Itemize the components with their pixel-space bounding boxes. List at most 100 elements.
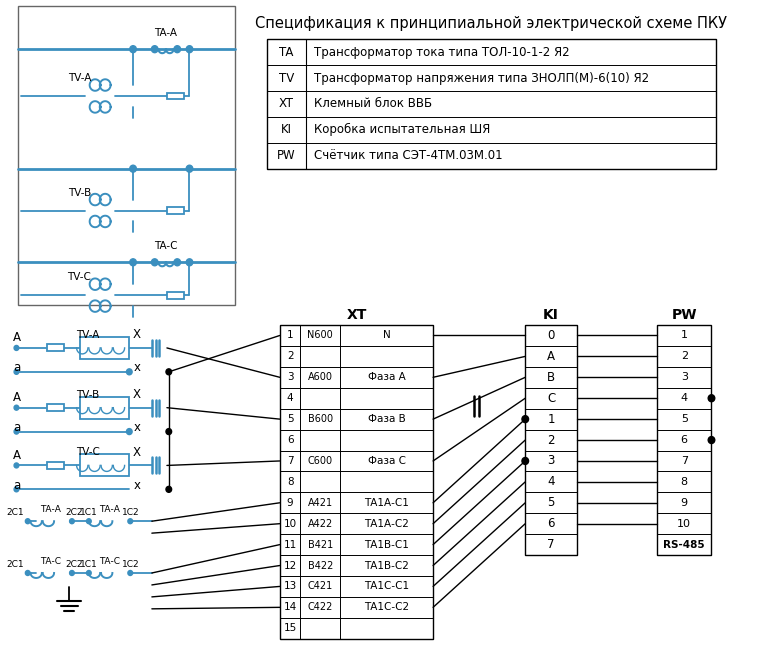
Text: TA-C: TA-C	[154, 241, 178, 252]
Bar	[48, 404, 65, 411]
Bar	[80, 396, 129, 418]
Text: A: A	[12, 331, 21, 345]
Text: a: a	[13, 479, 20, 492]
Text: 3: 3	[286, 373, 293, 382]
Text: 3: 3	[547, 454, 555, 467]
Text: KI: KI	[543, 308, 559, 322]
Text: Спецификация к принципиальной электрической схеме ПКУ: Спецификация к принципиальной электричес…	[256, 16, 728, 31]
Circle shape	[130, 46, 136, 52]
Circle shape	[86, 519, 91, 524]
Circle shape	[152, 46, 158, 52]
Text: 2С1: 2С1	[7, 560, 25, 568]
Circle shape	[69, 570, 74, 576]
Text: TV-C: TV-C	[76, 448, 100, 457]
Bar	[525, 325, 577, 555]
Text: ТА1А-С1: ТА1А-С1	[364, 498, 409, 508]
Text: TA: TA	[280, 46, 293, 58]
Circle shape	[25, 519, 30, 524]
Text: 9: 9	[681, 498, 688, 508]
Bar	[48, 462, 65, 469]
Circle shape	[25, 570, 30, 576]
Text: a: a	[13, 361, 20, 374]
Text: 5: 5	[286, 414, 293, 424]
Text: C600: C600	[308, 456, 333, 466]
Text: Счётчик типа СЭТ-4ТМ.03М.01: Счётчик типа СЭТ-4ТМ.03М.01	[313, 149, 502, 162]
Text: KI: KI	[281, 124, 292, 136]
Text: 2: 2	[286, 351, 293, 361]
Text: 1С1: 1С1	[80, 508, 98, 517]
Text: B600: B600	[308, 414, 333, 424]
Text: X: X	[132, 446, 141, 459]
Circle shape	[14, 463, 18, 468]
Text: 1С2: 1С2	[122, 508, 140, 517]
Text: 10: 10	[283, 519, 296, 529]
Circle shape	[186, 259, 192, 266]
Text: N: N	[383, 331, 390, 341]
Text: 14: 14	[283, 602, 296, 612]
Circle shape	[126, 428, 132, 434]
Text: RS-485: RS-485	[664, 540, 705, 550]
Text: 2С2: 2С2	[65, 508, 82, 517]
Text: A: A	[547, 350, 555, 363]
Bar	[280, 325, 433, 639]
Text: X: X	[132, 388, 141, 401]
Text: 15: 15	[283, 623, 296, 633]
Circle shape	[130, 259, 136, 266]
Circle shape	[166, 428, 172, 434]
Text: x: x	[133, 421, 140, 434]
Text: ТА-С: ТА-С	[40, 556, 61, 566]
Text: TV: TV	[279, 72, 294, 84]
Circle shape	[166, 486, 172, 492]
Text: 6: 6	[286, 435, 293, 445]
Bar	[80, 454, 129, 476]
Text: PW: PW	[277, 149, 296, 162]
Bar	[657, 325, 711, 555]
Circle shape	[174, 259, 180, 266]
Text: X: X	[132, 329, 141, 341]
Circle shape	[166, 369, 172, 374]
Text: ТА-А: ТА-А	[40, 505, 61, 514]
Bar	[167, 291, 184, 299]
Circle shape	[14, 369, 18, 374]
Circle shape	[522, 416, 528, 422]
Circle shape	[86, 570, 91, 576]
Text: C: C	[547, 392, 555, 405]
Circle shape	[128, 570, 132, 576]
Circle shape	[174, 46, 180, 52]
Circle shape	[69, 519, 74, 524]
Circle shape	[128, 519, 132, 524]
Text: 4: 4	[681, 393, 688, 403]
Text: TV-A: TV-A	[76, 330, 99, 340]
Text: x: x	[133, 479, 140, 492]
Text: ТА1С-С1: ТА1С-С1	[364, 582, 409, 592]
Text: 2С2: 2С2	[65, 560, 82, 568]
Text: B: B	[547, 371, 555, 384]
Text: XT: XT	[346, 308, 367, 322]
Text: 1: 1	[681, 331, 688, 341]
Text: TV-B: TV-B	[76, 390, 99, 400]
Text: 12: 12	[283, 560, 296, 570]
Circle shape	[708, 436, 715, 444]
Text: A: A	[12, 449, 21, 462]
Bar	[18, 7, 235, 305]
Text: A422: A422	[307, 519, 333, 529]
Bar	[48, 345, 65, 351]
Bar	[266, 39, 716, 169]
Text: 9: 9	[286, 498, 293, 508]
Text: ТА1А-С2: ТА1А-С2	[364, 519, 409, 529]
Text: 0: 0	[547, 329, 555, 342]
Circle shape	[14, 345, 18, 351]
Text: 5: 5	[547, 496, 555, 509]
Text: 7: 7	[547, 538, 555, 551]
Text: XT: XT	[279, 98, 294, 110]
Text: 10: 10	[677, 519, 691, 529]
Text: Фаза B: Фаза B	[367, 414, 406, 424]
Circle shape	[14, 429, 18, 434]
Circle shape	[522, 457, 528, 464]
Circle shape	[14, 487, 18, 492]
Text: TV-C: TV-C	[68, 272, 92, 282]
Text: 1С2: 1С2	[122, 560, 140, 568]
Text: 2: 2	[681, 351, 688, 361]
Text: 6: 6	[681, 435, 688, 445]
Text: 6: 6	[547, 517, 555, 530]
